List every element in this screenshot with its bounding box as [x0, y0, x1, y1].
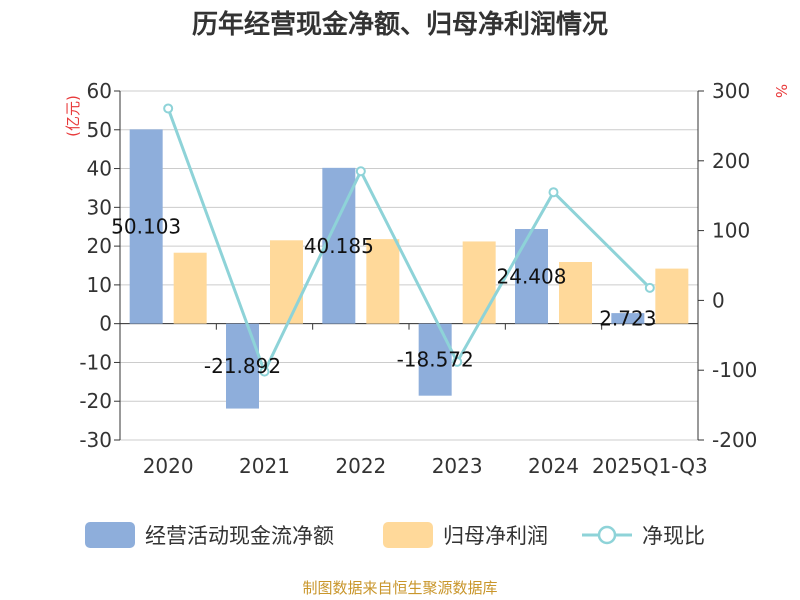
cash-flow-label: -18.572 — [397, 348, 474, 372]
ratio-line — [163, 103, 655, 377]
left-tick-label: 30 — [87, 195, 112, 219]
net-profit-bar — [366, 239, 400, 324]
ratio-point — [163, 103, 174, 114]
category-label: 2020 — [143, 454, 194, 478]
data-labels: 50.103 -21.892 40.185 -18.572 24.408 2.723 — [111, 215, 656, 379]
net-profit-bar — [462, 241, 496, 324]
net-profit-bar — [173, 252, 207, 324]
chart-title: 历年经营现金净额、归母净利润情况 — [192, 9, 608, 40]
category-label: 2025Q1-Q3 — [592, 454, 708, 478]
legend-cash-label: 经营活动现金流净额 — [145, 524, 334, 548]
ratio-point — [644, 282, 655, 293]
net-profit-bar — [270, 240, 303, 324]
category-label: 2021 — [239, 454, 290, 478]
ratio-point — [259, 366, 270, 377]
category-label: 2022 — [335, 454, 386, 478]
right-tick-label: -200 — [712, 428, 757, 452]
cash-flow-label: 2.723 — [599, 306, 656, 330]
legend-profit-swatch — [383, 522, 433, 548]
left-tick-label: -20 — [79, 389, 112, 413]
cash-flow-bar — [418, 323, 452, 396]
ratio-polyline — [166, 107, 651, 376]
legend-ratio-marker — [597, 525, 617, 545]
right-tick-label: 300 — [712, 79, 750, 103]
left-tick-label: -10 — [79, 350, 112, 374]
net-profit-bar — [655, 268, 689, 324]
cash-flow-bar — [611, 313, 645, 324]
ratio-point — [452, 356, 463, 367]
right-tick-label: 100 — [712, 219, 750, 243]
source-note: 制图数据来自恒生聚源数据库 — [302, 579, 497, 597]
left-tick-label: 0 — [99, 312, 112, 336]
left-axis-unit: (亿元) — [64, 95, 82, 137]
right-tick-label: 0 — [712, 288, 725, 312]
legend[interactable]: 经营活动现金流净额 归母净利润 净现比 — [85, 522, 705, 548]
cash-flow-label: 40.185 — [304, 234, 374, 258]
net-profit-bar — [559, 262, 592, 324]
category-label: 2023 — [432, 454, 483, 478]
cash-flow-bar — [515, 229, 548, 324]
left-tick-label: 40 — [87, 157, 112, 181]
ratio-point — [548, 187, 559, 198]
cash-flow-label: 50.103 — [111, 215, 181, 239]
right-tick-label: -100 — [712, 358, 757, 382]
category-label: 2024 — [528, 454, 579, 478]
left-tick-label: 20 — [87, 234, 112, 258]
cash-flow-label: 24.408 — [497, 264, 567, 288]
cash-flow-bar — [129, 129, 163, 324]
bars — [129, 129, 689, 409]
cash-flow-label: -21.892 — [204, 354, 281, 378]
legend-cash-swatch — [85, 522, 135, 548]
legend-ratio-label: 净现比 — [642, 524, 705, 548]
ratio-point — [355, 166, 366, 177]
left-tick-label: -30 — [79, 428, 112, 452]
right-axis-unit: % — [772, 84, 790, 98]
left-tick-label: 50 — [87, 118, 112, 142]
left-tick-label: 60 — [87, 79, 112, 103]
axes: 6050403020100-10-20-303002001000-100-200… — [79, 79, 757, 478]
right-tick-label: 200 — [712, 149, 750, 173]
left-tick-label: 10 — [87, 273, 112, 297]
legend-profit-label: 归母净利润 — [443, 524, 548, 548]
